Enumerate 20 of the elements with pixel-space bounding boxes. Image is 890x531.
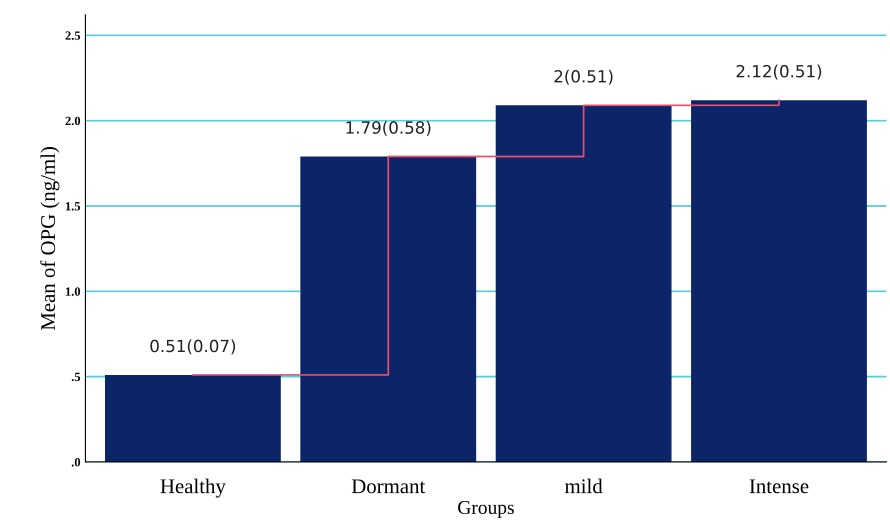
y-tick-label: .0 bbox=[72, 458, 80, 466]
y-tick-label: 2.0 bbox=[65, 116, 80, 126]
x-tick-label: Healthy bbox=[160, 478, 226, 498]
x-tick-label: mild bbox=[564, 478, 602, 494]
data-label: 2(0.51) bbox=[554, 70, 613, 85]
y-tick-label: .5 bbox=[72, 372, 80, 382]
y-tick-label: 2.5 bbox=[65, 31, 80, 40]
data-label: 2.12(0.51) bbox=[736, 64, 822, 80]
y-axis-title: Mean of OPG (ng/ml) bbox=[40, 147, 60, 330]
data-label: 1.79(0.58) bbox=[346, 120, 430, 136]
x-tick-label: Dormant bbox=[352, 479, 426, 494]
bar bbox=[104, 374, 281, 462]
bar bbox=[691, 100, 867, 462]
x-tick-label: Intense bbox=[750, 479, 808, 494]
data-label: 0.51(0.07) bbox=[150, 339, 236, 354]
y-tick-label: 1.5 bbox=[66, 202, 80, 211]
x-axis-title: Groups bbox=[458, 500, 514, 518]
bar bbox=[300, 156, 476, 462]
y-tick-label: 1.0 bbox=[66, 287, 80, 296]
bar bbox=[496, 105, 672, 462]
